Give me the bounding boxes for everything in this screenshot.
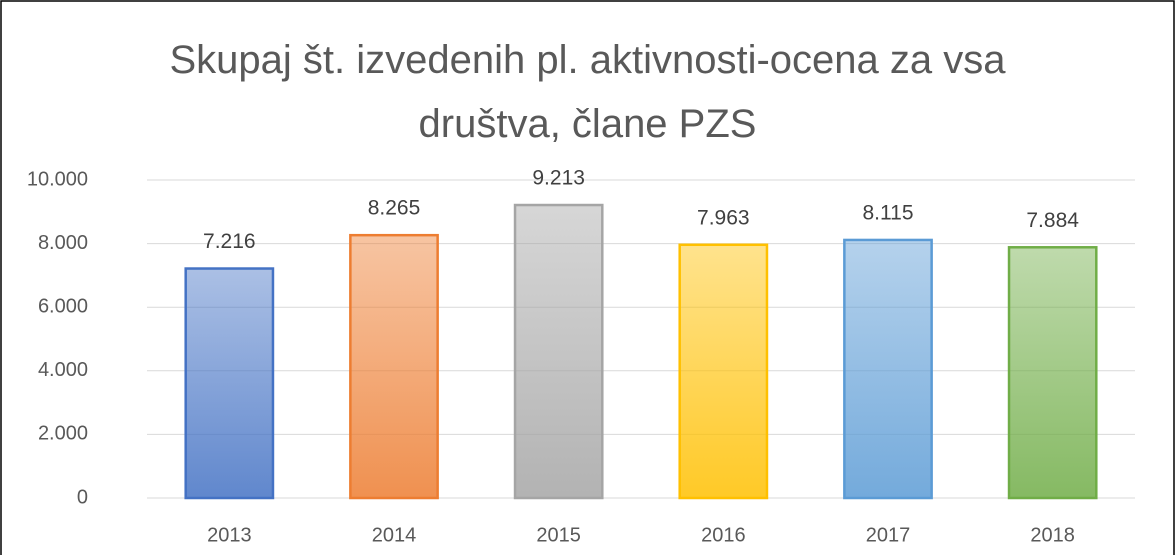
bar bbox=[349, 233, 439, 500]
data-label: 7.884 bbox=[1026, 209, 1079, 232]
bar bbox=[184, 267, 275, 500]
y-tick-label: 2.000 bbox=[38, 423, 88, 445]
x-tick-label: 2013 bbox=[207, 524, 252, 546]
bar bbox=[678, 243, 769, 500]
data-label: 7.216 bbox=[203, 230, 256, 253]
x-tick-label: 2015 bbox=[536, 524, 581, 546]
y-tick-label: 6.000 bbox=[38, 295, 88, 317]
x-tick-label: 2016 bbox=[701, 524, 746, 546]
data-label: 7.963 bbox=[697, 206, 750, 229]
y-tick-label: 4.000 bbox=[38, 359, 88, 381]
y-tick-label: 8.000 bbox=[38, 232, 88, 254]
y-tick-label: 10.000 bbox=[27, 168, 88, 190]
x-tick-label: 2018 bbox=[1030, 524, 1075, 546]
bar bbox=[843, 238, 933, 500]
chart-title: Skupaj št. izvedenih pl. aktivnosti-ocen… bbox=[169, 38, 1006, 146]
y-tick-label: 0 bbox=[77, 486, 88, 508]
bar bbox=[513, 203, 604, 500]
x-tick-label: 2014 bbox=[372, 524, 417, 546]
bar bbox=[1007, 246, 1098, 500]
data-label: 8.265 bbox=[368, 197, 421, 220]
data-label: 8.115 bbox=[863, 201, 914, 224]
x-tick-label: 2017 bbox=[866, 524, 911, 546]
data-label: 9.213 bbox=[532, 167, 585, 190]
